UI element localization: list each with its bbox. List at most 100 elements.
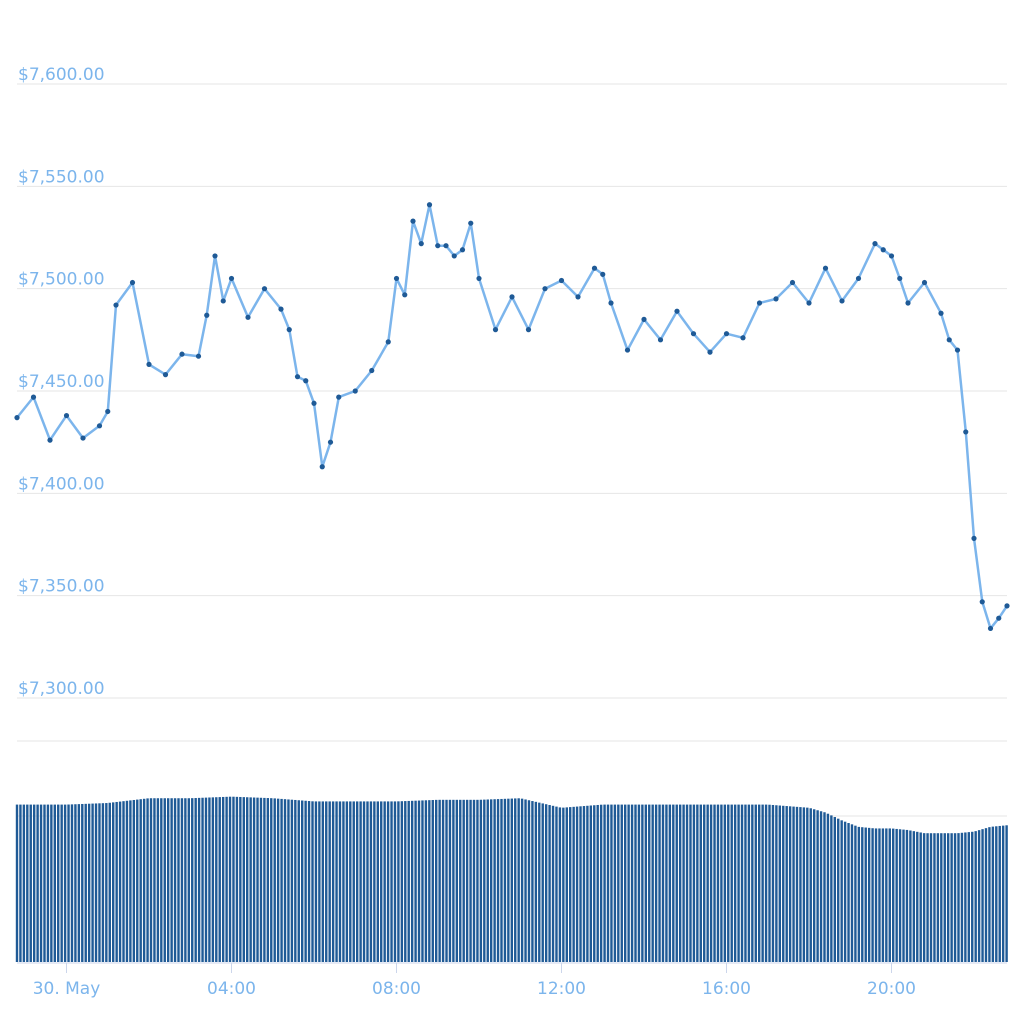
volume-bar-163: [575, 806, 579, 962]
volume-bar-34: [132, 799, 136, 962]
volume-bar-125: [445, 799, 448, 962]
volume-bar-235: [823, 812, 826, 962]
volume-bar-22: [91, 803, 94, 962]
volume-bar-152: [538, 802, 541, 962]
volume-bar-172: [606, 804, 610, 962]
price-point-75: [971, 535, 977, 541]
volume-bar-151: [534, 801, 538, 962]
volume-bar-116: [414, 800, 417, 962]
volume-bar-134: [476, 799, 479, 962]
volume-bar-140: [496, 799, 500, 962]
volume-bar-184: [648, 804, 651, 962]
volume-bar-25: [101, 803, 105, 962]
price-point-49: [608, 300, 614, 306]
volume-bar-128: [455, 799, 459, 962]
volume-bar-226: [792, 806, 795, 962]
volume-bar-236: [826, 813, 830, 962]
volume-bar-153: [541, 803, 544, 962]
price-point-29: [385, 339, 391, 345]
price-point-1: [30, 394, 37, 400]
volume-bar-233: [816, 810, 819, 962]
volume-bar-32: [125, 800, 129, 962]
volume-bar-35: [136, 799, 139, 962]
price-point-37: [451, 253, 457, 259]
volume-bar-187: [658, 804, 661, 962]
volume-bar-176: [620, 804, 623, 962]
volume-bar-42: [160, 798, 163, 962]
volume-bar-103: [369, 801, 373, 962]
volume-bar-199: [699, 804, 702, 962]
volume-bar-244: [854, 825, 857, 962]
volume-bar-251: [878, 828, 881, 962]
volume-bar-148: [524, 799, 527, 962]
volume-bar-186: [654, 804, 658, 962]
volume-bar-158: [558, 807, 562, 962]
volume-bar-131: [465, 799, 469, 962]
volume-bar-106: [380, 801, 383, 962]
price-point-39: [468, 220, 474, 226]
volume-bar-193: [678, 804, 682, 962]
price-point-52: [657, 337, 664, 343]
price-point-62: [822, 265, 829, 271]
volume-bar-23: [94, 803, 98, 962]
volume-bar-112: [400, 801, 404, 962]
volume-bar-192: [675, 804, 678, 962]
volume-bar-72: [263, 797, 266, 962]
volume-bar-239: [837, 818, 840, 962]
volume-bar-155: [548, 805, 551, 962]
volume-bar-79: [287, 799, 290, 962]
volume-bar-214: [751, 804, 754, 962]
volume-bar-102: [366, 801, 369, 962]
volume-bar-161: [569, 807, 572, 962]
price-point-12: [195, 353, 202, 359]
volume-bar-170: [599, 804, 603, 962]
y-axis-tick-labels: $7,300.00 $7,350.00 $7,400.00 $7,450.00 $7,5…: [18, 65, 105, 699]
volume-bar-283: [988, 827, 991, 962]
volume-bar-159: [562, 807, 565, 962]
volume-bar-12: [57, 804, 60, 962]
volume-bar-188: [661, 804, 665, 962]
volume-bar-157: [555, 806, 558, 962]
volume-bar-245: [857, 826, 861, 962]
volume-bar-191: [672, 804, 675, 962]
price-point-30: [393, 275, 400, 282]
volume-bar-182: [641, 804, 644, 962]
volume-bar-160: [565, 807, 568, 962]
price-point-55: [707, 349, 713, 355]
volume-bar-107: [383, 801, 386, 962]
volume-bar-64: [235, 796, 239, 962]
volume-bar-87: [314, 801, 318, 962]
volume-bar-216: [758, 804, 761, 962]
price-point-76: [979, 599, 985, 605]
volume-bar-92: [331, 801, 335, 962]
volume-bar-78: [283, 799, 287, 962]
volume-bar-231: [809, 808, 812, 962]
volume-bar-204: [716, 804, 720, 962]
volume-bar-147: [520, 798, 524, 962]
price-point-14: [212, 253, 218, 259]
price-point-57: [740, 335, 746, 341]
volume-bar-278: [971, 831, 974, 962]
volume-bar-137: [486, 799, 489, 962]
price-point-72: [946, 337, 952, 343]
volume-bar-11: [53, 804, 56, 962]
volume-bar-162: [572, 806, 575, 962]
price-point-43: [525, 327, 532, 333]
volume-bar-248: [867, 827, 871, 962]
volume-bar-164: [579, 806, 582, 962]
volume-bar-232: [812, 809, 816, 962]
price-point-21: [294, 374, 301, 380]
volume-bar-234: [819, 811, 823, 962]
price-point-2: [47, 437, 53, 443]
volume-bar-262: [916, 831, 919, 962]
volume-bar-76: [276, 798, 280, 962]
price-point-78: [996, 615, 1002, 621]
volume-bar-203: [713, 804, 716, 962]
price-point-79: [1004, 603, 1010, 609]
price-point-58: [756, 300, 763, 306]
volume-bar-284: [991, 826, 995, 962]
volume-bar-57: [211, 797, 215, 962]
volume-bar-52: [194, 798, 197, 962]
volume-bar-261: [912, 831, 916, 962]
price-point-51: [641, 316, 647, 322]
